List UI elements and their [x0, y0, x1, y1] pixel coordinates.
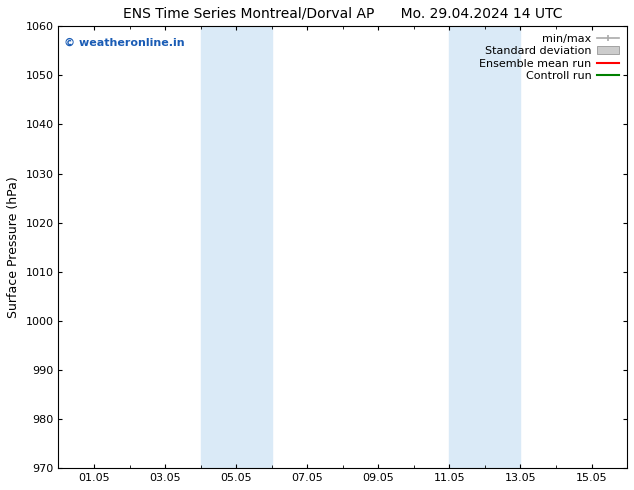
Legend: min/max, Standard deviation, Ensemble mean run, Controll run: min/max, Standard deviation, Ensemble me…	[477, 32, 621, 83]
Y-axis label: Surface Pressure (hPa): Surface Pressure (hPa)	[7, 176, 20, 318]
Title: ENS Time Series Montreal/Dorval AP      Mo. 29.04.2024 14 UTC: ENS Time Series Montreal/Dorval AP Mo. 2…	[123, 7, 562, 21]
Bar	[450, 26, 521, 468]
Text: © weatheronline.in: © weatheronline.in	[64, 37, 184, 48]
Bar	[200, 26, 272, 468]
